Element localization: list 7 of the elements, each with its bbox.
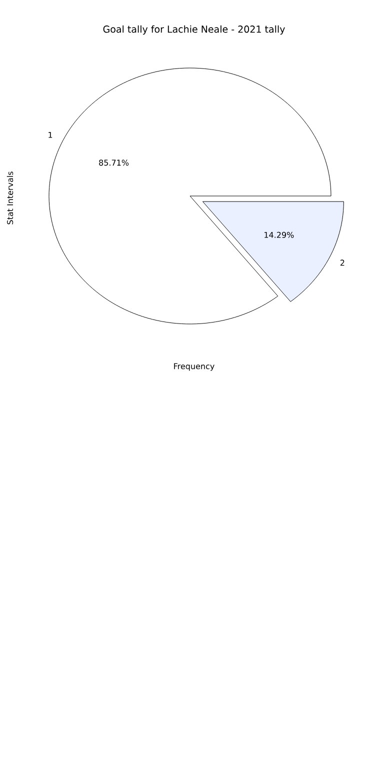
text: Stat Intervals bbox=[6, 172, 14, 224]
slice-label: 2 bbox=[340, 260, 344, 266]
slice-label: 1 bbox=[48, 132, 52, 138]
data-label: 85.71% bbox=[99, 160, 129, 166]
text: Frequency bbox=[174, 363, 214, 371]
data-label: 14.29% bbox=[264, 232, 294, 238]
chart-title: Goal tally for Lachie Neale - 2021 tally bbox=[103, 25, 285, 35]
